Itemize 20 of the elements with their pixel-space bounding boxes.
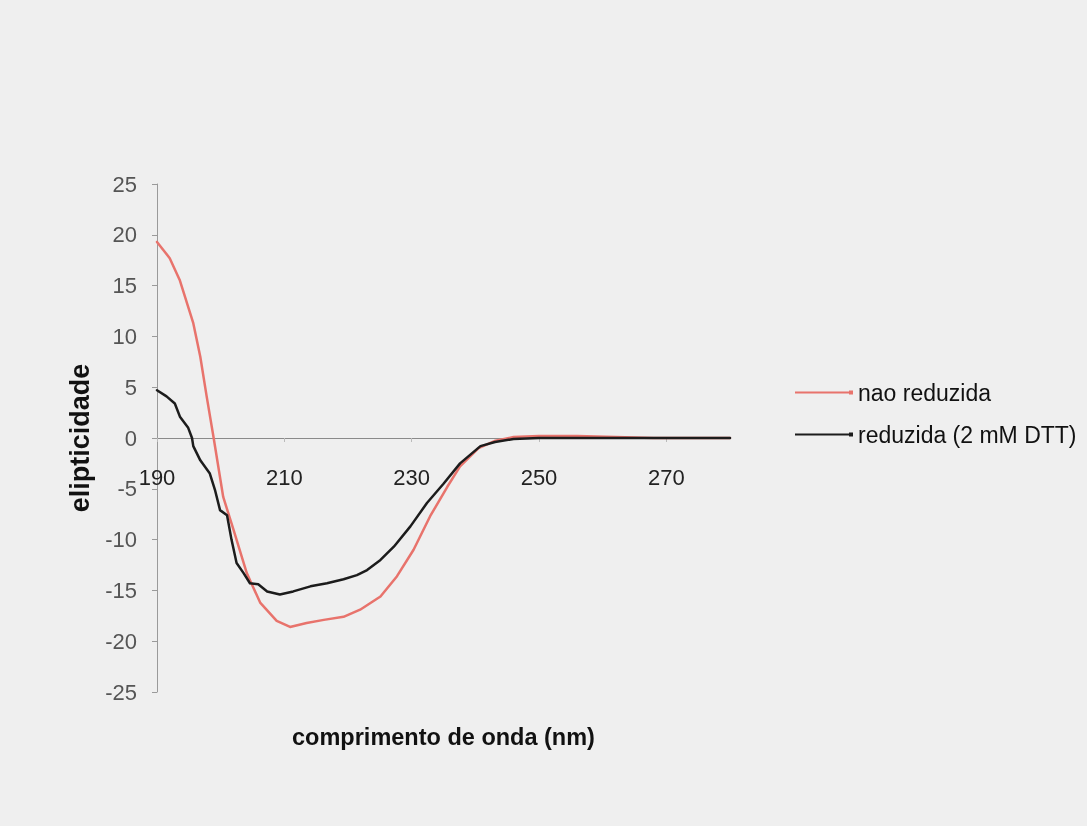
y-tick-label: 15 xyxy=(112,273,137,299)
y-tick-label: -5 xyxy=(117,476,137,502)
x-tick-label: 210 xyxy=(265,464,303,490)
x-tick-label: 190 xyxy=(138,464,176,490)
y-tick-label: -15 xyxy=(105,577,137,603)
y-tick-label: 10 xyxy=(112,323,137,349)
y-tick-label: 20 xyxy=(112,222,137,248)
x-tick-label: 250 xyxy=(520,464,558,490)
legend-label: nao reduzida xyxy=(858,379,992,406)
y-tick-label: 25 xyxy=(112,171,137,197)
y-tick-label: -10 xyxy=(105,527,137,553)
y-tick-label: -20 xyxy=(105,628,137,654)
y-tick-label: -25 xyxy=(105,679,137,705)
x-tick-label: 230 xyxy=(393,464,431,490)
x-axis-title: comprimento de onda (nm) xyxy=(292,724,595,750)
legend-label: reduzida (2 mM DTT) xyxy=(858,421,1077,448)
y-tick-label: 0 xyxy=(124,425,137,451)
y-axis-title: elipticidade xyxy=(64,363,95,513)
y-tick-label: 5 xyxy=(124,374,137,400)
x-tick-label: 270 xyxy=(647,464,685,490)
